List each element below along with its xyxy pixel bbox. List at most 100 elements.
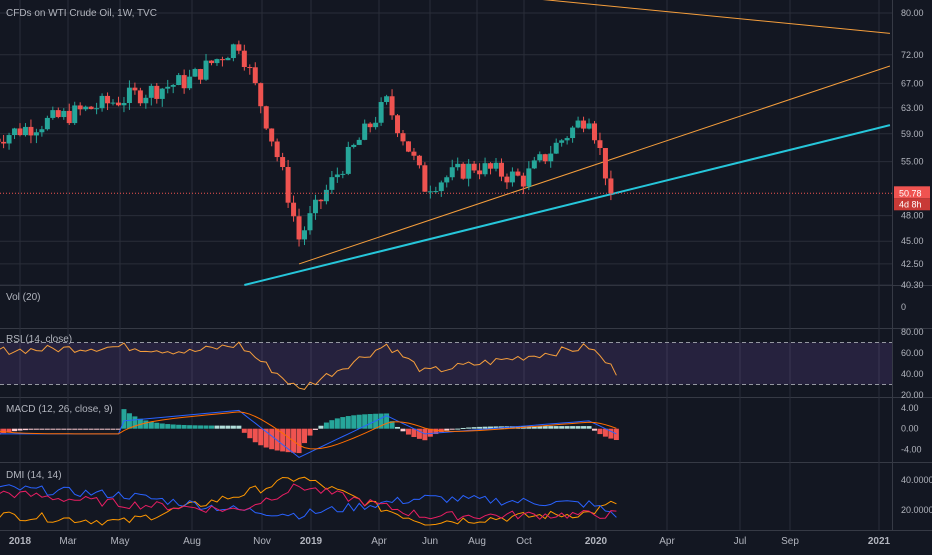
price-tick-label: 42.50	[901, 259, 924, 269]
macd-histogram-bar	[427, 428, 433, 437]
volume-tick-label: 0	[901, 302, 906, 312]
candle-body	[115, 102, 121, 106]
macd-histogram-bar	[586, 426, 592, 429]
macd-histogram-bar	[236, 425, 242, 429]
macd-histogram-bar	[170, 424, 176, 429]
candle-body	[422, 165, 428, 192]
macd-histogram-bar	[148, 421, 154, 429]
candle-body	[269, 128, 275, 142]
macd-histogram-bar	[12, 428, 18, 432]
price-tick-label: 67.00	[901, 78, 924, 88]
macd-histogram-bar	[274, 428, 280, 451]
time-axis-label: Aug	[468, 536, 486, 547]
price-tick-label: 72.00	[901, 50, 924, 60]
macd-histogram-bar	[115, 428, 121, 430]
macd-histogram-bar	[307, 428, 313, 436]
candle-body	[219, 59, 225, 61]
macd-histogram-bar	[449, 428, 455, 430]
candle-body	[559, 140, 565, 143]
macd-histogram-bar	[564, 426, 570, 429]
current-price-label: 50.78	[899, 188, 922, 198]
macd-histogram-bar	[597, 428, 603, 435]
time-axis-label: Apr	[371, 536, 387, 547]
macd-histogram-bar	[526, 426, 532, 429]
macd-histogram-bar	[94, 428, 100, 430]
macd-histogram-bar	[230, 425, 236, 429]
macd-histogram-bar	[548, 426, 554, 429]
candle-body	[247, 67, 253, 69]
time-axis-label: Jul	[734, 536, 747, 547]
candle-body	[460, 163, 466, 179]
macd-histogram-bar	[77, 428, 83, 430]
candle-body	[192, 69, 198, 77]
macd-tick-label: -4.00	[901, 445, 922, 455]
macd-histogram-bar	[493, 426, 499, 429]
macd-pane-title: MACD (12, 26, close, 9)	[6, 404, 113, 415]
candle-body	[72, 105, 78, 124]
macd-tick-label: 4.00	[901, 403, 919, 413]
time-axis-label: Oct	[516, 536, 532, 547]
candle-body	[126, 87, 132, 104]
candle-body	[570, 127, 576, 139]
price-tick-label: 40.30	[901, 280, 924, 290]
candle-body	[586, 123, 592, 129]
macd-histogram-bar	[416, 428, 422, 439]
rsi-tick-label: 40.00	[901, 369, 924, 379]
dmi-line-minusdi	[0, 483, 617, 521]
candle-body	[44, 117, 50, 130]
trendline-rising-channel	[298, 65, 891, 265]
macd-histogram-bar	[351, 415, 357, 429]
candle-body	[378, 102, 384, 123]
candle-body	[564, 138, 570, 141]
macd-histogram-bar	[367, 413, 373, 429]
candle-body	[258, 83, 264, 107]
candle-body	[575, 120, 581, 128]
candle-body	[351, 144, 357, 147]
candle-body	[99, 95, 105, 109]
time-axis-label: 2019	[300, 536, 323, 547]
candle-body	[455, 163, 461, 168]
price-tick-label: 59.00	[901, 129, 924, 139]
volume-pane-title: Vol (20)	[6, 292, 41, 303]
macd-histogram-bar	[137, 418, 143, 429]
candle-body	[537, 154, 543, 161]
macd-histogram-bar	[389, 421, 395, 429]
time-axis-label: Sep	[781, 536, 799, 547]
macd-histogram-bar	[477, 426, 483, 429]
macd-histogram-bar	[66, 428, 72, 430]
candle-body	[187, 76, 193, 89]
candle-body	[602, 148, 608, 179]
candle-body	[548, 153, 554, 162]
macd-histogram-bar	[88, 428, 94, 430]
candle-body	[373, 122, 379, 128]
time-axis-label: 2018	[9, 536, 32, 547]
macd-histogram-bar	[296, 428, 302, 454]
candle-body	[274, 141, 280, 158]
macd-histogram-bar	[28, 428, 34, 430]
candle-body	[493, 162, 499, 169]
macd-histogram-bar	[570, 426, 576, 429]
macd-histogram-bar	[411, 428, 417, 438]
candle-body	[176, 75, 182, 85]
macd-histogram-bar	[285, 428, 291, 453]
candle-body	[444, 177, 450, 183]
rsi-tick-label: 80.00	[901, 327, 924, 337]
macd-histogram-bar	[405, 428, 411, 435]
macd-histogram-bar	[400, 428, 406, 432]
macd-histogram-bar	[192, 425, 198, 429]
macd-histogram-bar	[39, 428, 45, 430]
candle-body	[285, 166, 291, 203]
macd-histogram-bar	[132, 416, 138, 429]
time-axis-label: Mar	[59, 536, 77, 547]
dmi-line-adx	[0, 476, 617, 526]
candle-body	[22, 126, 28, 136]
macd-histogram-bar	[602, 428, 608, 437]
candle-body	[345, 146, 351, 174]
macd-histogram-bar	[395, 426, 401, 429]
candle-body	[66, 110, 72, 124]
macd-histogram-bar	[99, 428, 105, 430]
candle-body	[181, 75, 187, 89]
candle-body	[329, 177, 335, 190]
